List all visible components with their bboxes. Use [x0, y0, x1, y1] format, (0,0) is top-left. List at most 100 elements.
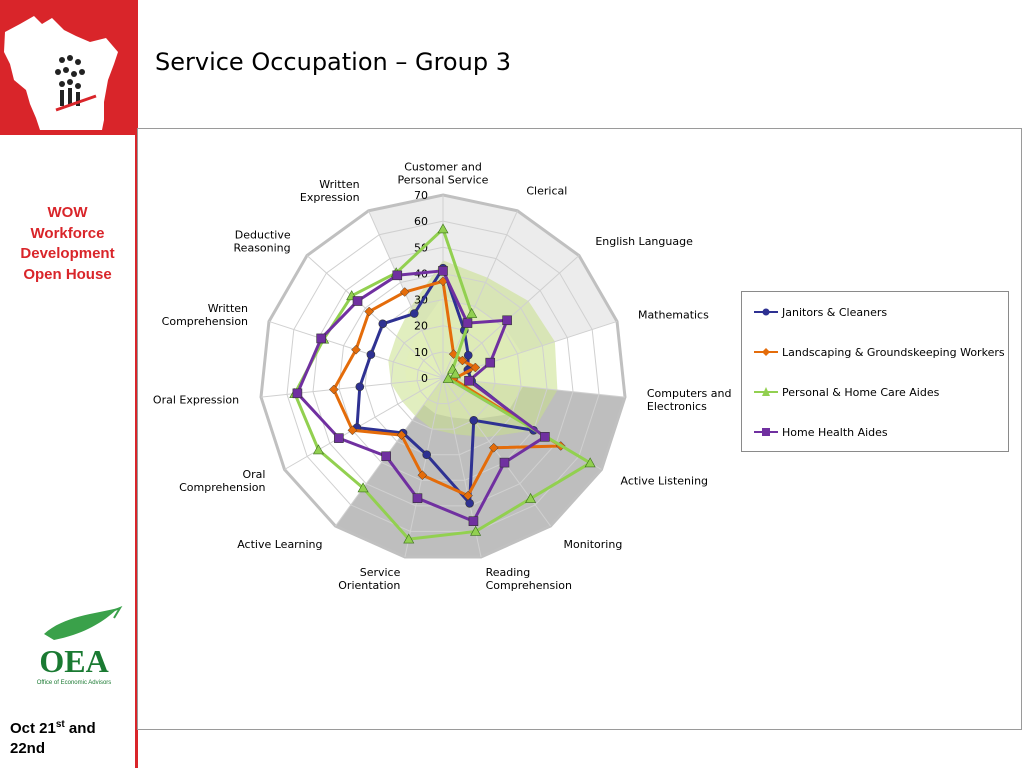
- category-label: Deductive: [235, 228, 291, 241]
- data-point-janitors: [463, 350, 473, 360]
- category-label: Written: [319, 178, 359, 191]
- grid-ring: [390, 325, 496, 430]
- category-label: Orientation: [338, 579, 400, 592]
- sidebar: WOW Workforce Development Open House OEA…: [0, 0, 138, 768]
- legend-label: Landscaping & Groundskeeping Workers: [782, 345, 1005, 359]
- data-point-home-health: [462, 318, 473, 328]
- data-point-home-health: [485, 357, 496, 368]
- category-label: Mathematics: [638, 309, 709, 322]
- data-point-janitors: [465, 499, 474, 508]
- wisconsin-map-icon: [4, 16, 118, 130]
- grid-spoke: [306, 255, 444, 379]
- chart-legend: Janitors & Cleaners Landscaping & Grounds…: [741, 291, 1009, 452]
- category-label: Personal Service: [398, 174, 489, 187]
- grid-spoke: [442, 377, 482, 558]
- category-label: Reading: [486, 566, 531, 579]
- data-point-landscaping: [328, 384, 339, 395]
- sidebar-title-line: WOW: [47, 204, 88, 221]
- grid-spoke: [442, 210, 518, 379]
- grid-ring: [338, 272, 548, 481]
- legend-swatch: [754, 348, 778, 356]
- radial-tick-label: 10: [414, 346, 428, 359]
- grid-outer-ring: [259, 193, 627, 559]
- data-point-personal-care: [312, 444, 324, 455]
- data-point-janitors: [469, 416, 479, 425]
- data-point-home-health: [468, 516, 479, 527]
- data-point-personal-care: [403, 533, 415, 544]
- sidebar-title-line: Open House: [23, 265, 112, 283]
- data-point-personal-care: [584, 457, 596, 468]
- data-point-landscaping: [396, 430, 407, 440]
- sidebar-title-line: Workforce: [30, 224, 105, 242]
- data-point-janitors: [409, 309, 419, 318]
- radial-tick-label: 60: [414, 215, 428, 228]
- wisconsin-logo: [0, 0, 135, 135]
- category-label: Electronics: [647, 400, 707, 413]
- sidebar-title-line: Development: [20, 245, 115, 262]
- date-note: Oct 21st and 22nd: [10, 715, 130, 759]
- grid-ring: [312, 246, 574, 507]
- oea-logo-subtext: Office of Economic Advisors: [37, 680, 112, 686]
- legend-swatch: [754, 428, 778, 436]
- data-point-home-health: [352, 296, 363, 306]
- radial-tick-label: 20: [414, 320, 428, 333]
- data-point-home-health: [540, 432, 550, 442]
- data-point-home-health: [316, 333, 326, 344]
- data-point-personal-care: [357, 482, 369, 493]
- data-point-landscaping: [347, 425, 358, 436]
- grid-spoke: [404, 377, 444, 558]
- oea-logo: OEA Office of Economic Advisors: [37, 606, 123, 686]
- category-label: Service: [360, 566, 401, 579]
- category-label: English Language: [595, 235, 693, 248]
- data-point-home-health: [499, 457, 510, 468]
- grid-spoke: [260, 377, 444, 398]
- category-label: Written: [208, 302, 248, 315]
- grid-ring: [286, 220, 600, 532]
- data-point-home-health: [464, 375, 474, 386]
- grid-ring: [416, 351, 470, 405]
- legend-item: Landscaping & Groundskeeping Workers: [754, 344, 1005, 360]
- sidebar-title: WOW Workforce Development Open House: [0, 203, 135, 285]
- series-line-landscaping: [332, 279, 563, 498]
- category-label: Comprehension: [179, 481, 265, 494]
- category-label: Expression: [300, 191, 360, 204]
- data-point-personal-care: [466, 307, 478, 318]
- category-label: Comprehension: [162, 315, 248, 328]
- data-point-janitors: [378, 319, 388, 329]
- legend-swatch: [754, 308, 778, 316]
- legend-label: Home Health Aides: [782, 425, 888, 439]
- data-point-personal-care: [525, 492, 537, 503]
- category-label: Customer and: [404, 161, 482, 174]
- legend-item: Janitors & Cleaners: [754, 304, 887, 320]
- radial-tick-label: 0: [421, 372, 428, 385]
- date-prefix: Oct 21: [10, 720, 56, 737]
- data-point-janitors: [366, 350, 376, 359]
- data-point-landscaping: [457, 355, 468, 366]
- date-line2: 22nd: [10, 740, 46, 757]
- category-label: Oral Expression: [153, 393, 239, 406]
- legend-swatch: [754, 387, 778, 396]
- data-point-personal-care: [437, 223, 449, 234]
- series-home-health: [292, 266, 550, 527]
- data-point-home-health: [502, 315, 512, 326]
- data-point-janitors: [422, 450, 431, 460]
- data-point-landscaping: [351, 344, 361, 355]
- category-label: Reasoning: [234, 241, 291, 254]
- grid-spoke: [284, 377, 444, 470]
- legend-label: Janitors & Cleaners: [782, 305, 888, 319]
- date-suffix: and: [64, 720, 96, 737]
- shaded-wedge: [335, 378, 625, 558]
- data-point-home-health: [292, 388, 303, 399]
- oea-logo-text: OEA: [39, 643, 108, 679]
- data-point-personal-care: [470, 525, 482, 536]
- data-point-janitors: [355, 382, 365, 392]
- data-point-home-health: [438, 266, 448, 276]
- data-point-personal-care: [449, 368, 461, 379]
- category-label: Monitoring: [563, 538, 622, 551]
- data-point-landscaping: [463, 490, 473, 501]
- data-point-landscaping: [488, 442, 499, 453]
- radial-tick-label: 70: [414, 189, 428, 202]
- series-landscaping: [328, 276, 566, 501]
